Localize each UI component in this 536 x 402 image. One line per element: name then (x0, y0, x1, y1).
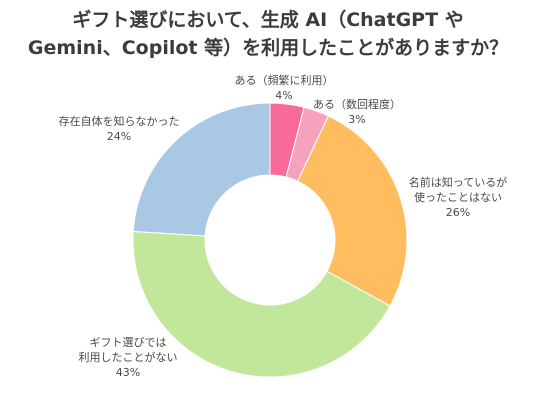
chart-title-line-1: ギフト選びにおいて、生成 AI（ChatGPT や (72, 9, 464, 31)
slice-3-label-line-0: ギフト選びでは (90, 336, 167, 349)
donut-slices (132, 102, 408, 378)
chart-title: ギフト選びにおいて、生成 AI（ChatGPT や Gemini、Copilot… (0, 6, 536, 62)
chart-title-line-2: Gemini、Copilot 等）を利用したことがありますか？ (27, 37, 509, 59)
slice-3 (132, 230, 391, 378)
slice-4-value-label: 24% (107, 130, 131, 143)
slice-0-label-line-0: ある（頻繁に利用） (235, 73, 334, 87)
slice-4-label-line-0: 存在自体を知らなかった (59, 114, 180, 128)
slice-0-value-label: 4% (275, 89, 292, 102)
slice-1-label-line-0: ある（数回程度） (313, 97, 401, 111)
slice-2 (297, 115, 408, 307)
slice-1-value-label: 3% (348, 113, 365, 126)
slice-3-value-label: 43% (116, 366, 140, 379)
slice-3-label-line-1: 利用したことがない (79, 350, 178, 364)
slice-4 (132, 102, 271, 237)
slice-2-value-label: 26% (446, 206, 470, 219)
slice-2-label-line-1: 使ったことはない (414, 191, 502, 204)
slice-2-label-line-0: 名前は知っているが (409, 175, 507, 189)
